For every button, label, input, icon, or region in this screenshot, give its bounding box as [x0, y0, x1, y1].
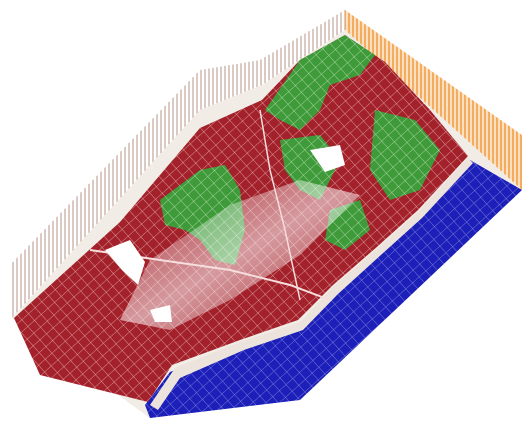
clearing [150, 305, 172, 322]
river [259, 109, 301, 301]
side-wall [345, 10, 522, 190]
vegetation [265, 35, 375, 130]
clearing [310, 145, 345, 172]
valley [120, 180, 360, 330]
vegetation [370, 110, 440, 200]
sea [145, 160, 522, 418]
clearing [105, 240, 145, 285]
coast [150, 158, 473, 410]
back-wall [10, 10, 345, 318]
